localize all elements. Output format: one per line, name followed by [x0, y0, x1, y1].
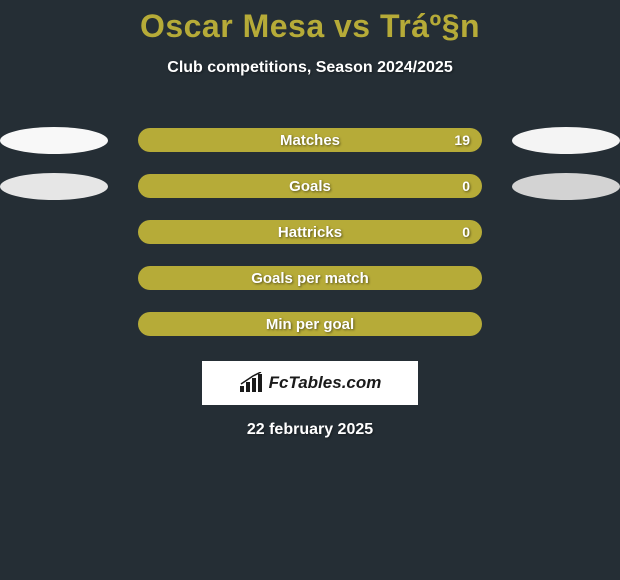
logo[interactable]: FcTables.com	[239, 372, 382, 394]
stat-label: Goals	[289, 178, 331, 195]
logo-text: FcTables.com	[269, 373, 382, 393]
comparison-title: Oscar Mesa vs Tráº§n	[0, 0, 620, 45]
stat-value: 0	[462, 224, 470, 240]
snapshot-date: 22 february 2025	[0, 421, 620, 439]
stat-row: Min per goal	[0, 301, 620, 347]
barchart-icon	[239, 372, 263, 394]
stat-label: Goals per match	[251, 270, 369, 287]
stats-rows: Matches 19 Goals 0 Hattricks 0 Goals per match…	[0, 117, 620, 347]
stat-bar: Min per goal	[138, 312, 482, 336]
player-left-oval	[0, 173, 108, 200]
logo-box: FcTables.com	[202, 361, 418, 405]
stat-bar: Goals 0	[138, 174, 482, 198]
stat-bar: Hattricks 0	[138, 220, 482, 244]
stat-bar: Matches 19	[138, 128, 482, 152]
stat-label: Hattricks	[278, 224, 342, 241]
stat-row: Matches 19	[0, 117, 620, 163]
stat-row: Goals 0	[0, 163, 620, 209]
player-left-oval	[0, 127, 108, 154]
comparison-subtitle: Club competitions, Season 2024/2025	[0, 59, 620, 77]
stat-row: Goals per match	[0, 255, 620, 301]
player-right-oval	[512, 173, 620, 200]
stat-label: Min per goal	[266, 316, 354, 333]
stat-row: Hattricks 0	[0, 209, 620, 255]
stat-label: Matches	[280, 132, 340, 149]
player-right-oval	[512, 127, 620, 154]
stat-value: 19	[454, 132, 470, 148]
stat-value: 0	[462, 178, 470, 194]
stat-bar: Goals per match	[138, 266, 482, 290]
